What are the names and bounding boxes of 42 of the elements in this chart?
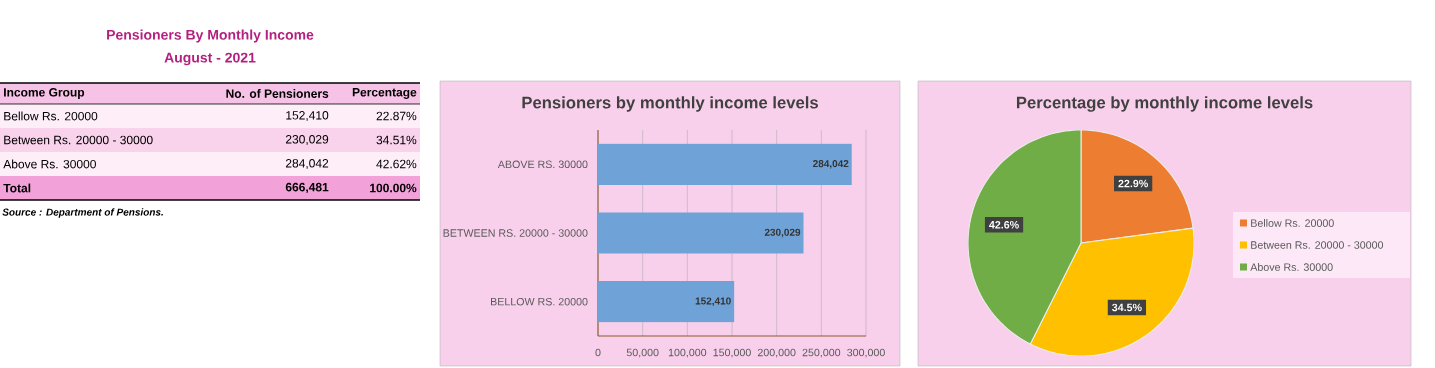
text: 34.51% (376, 135, 417, 145)
text: 100.00% (370, 183, 417, 193)
x-tick-label: 150,000 (713, 348, 751, 358)
text: Pensioners By Monthly Income (107, 29, 314, 43)
x-tick-label: 50,000 (626, 348, 659, 358)
text: Bellow Rs. 20000 (4, 111, 98, 121)
text: Above Rs. 30000 (3, 159, 96, 169)
x-tick-label: 0 (595, 348, 601, 357)
data-label: 42.6% (989, 221, 1019, 229)
text: No. of Pensioners (226, 89, 329, 98)
text: 284,042 (285, 159, 329, 169)
x-tick-label: 100,000 (668, 348, 707, 358)
text: 666,481 (285, 182, 329, 194)
text: 230,029 (285, 135, 329, 145)
data-label: 152,410 (695, 297, 731, 306)
legend-label: Between Rs. 20000 - 30000 (1251, 241, 1384, 249)
x-tick-label: 200,000 (757, 348, 796, 358)
text: 22.87% (376, 111, 417, 121)
bar (598, 281, 735, 323)
data-label: 34.5% (1112, 303, 1142, 312)
data-label: 22.9% (1118, 179, 1148, 188)
legend-label: Above Rs. 30000 (1250, 263, 1333, 271)
data-label: 284,042 (813, 160, 849, 169)
text: 152,410 (286, 111, 329, 121)
bar (598, 143, 852, 185)
x-tick-label: 300,000 (847, 348, 885, 358)
text: Percentage (352, 88, 417, 99)
chart-title: Percentage by monthly income levels (1016, 96, 1313, 112)
source-note: Source : Department of Pensions. (2, 208, 163, 218)
legend-label: Bellow Rs. 20000 (1251, 219, 1334, 227)
bar (598, 212, 804, 254)
y-tick-label: BELLOW RS. 20000 (491, 297, 588, 306)
text: August - 2021 (164, 52, 256, 66)
text: Income Group (4, 88, 85, 99)
text: 42.62% (376, 159, 417, 169)
y-tick-label: ABOVE RS. 30000 (497, 160, 588, 169)
y-tick-label: BETWEEN RS. 20000 - 30000 (443, 229, 588, 237)
chart-title: Pensioners by monthly income levels (522, 96, 818, 112)
text: Total (3, 183, 31, 193)
x-tick-label: 250,000 (802, 348, 841, 358)
text: Between Rs. 20000 - 30000 (4, 135, 153, 145)
data-label: 230,029 (764, 228, 801, 238)
